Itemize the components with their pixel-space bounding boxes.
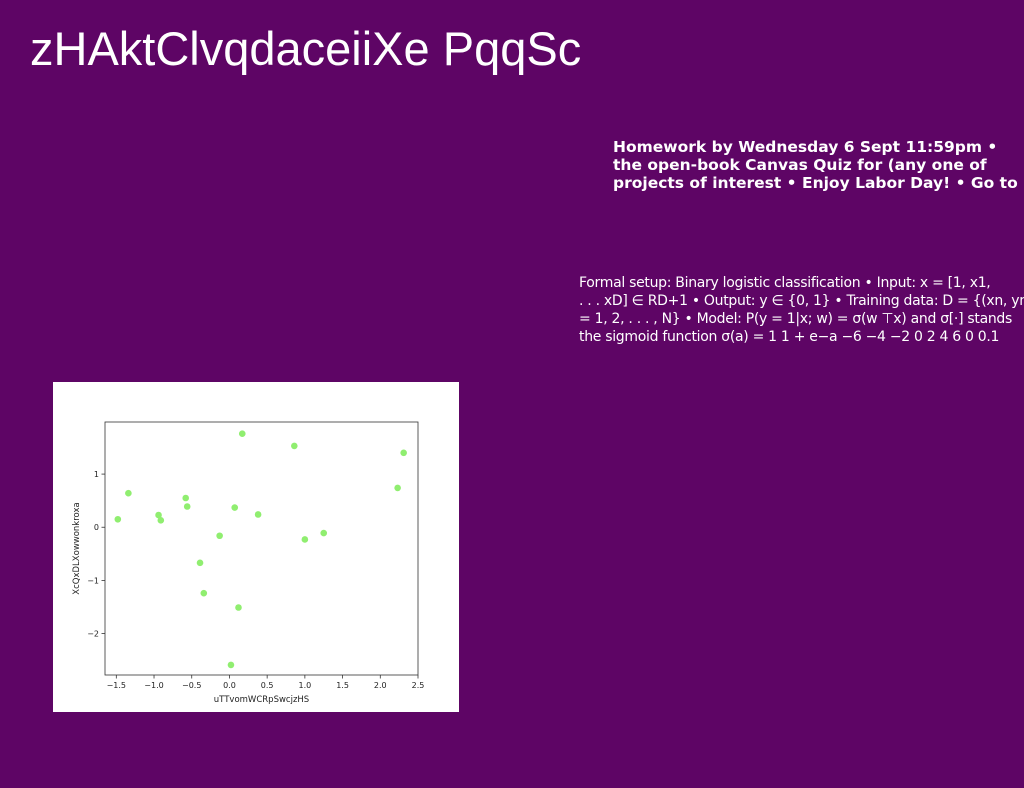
x-tick-label: 1.5 (336, 681, 349, 690)
x-axis-label: uTTvomWCRpSwcjzHS (214, 695, 309, 705)
scatter-point (320, 529, 328, 537)
scatter-point (254, 511, 262, 518)
y-tick-label: −1 (87, 576, 99, 585)
body-line: . . . xD] ∈ RD+1 • Output: y ∈ {0, 1} • … (579, 293, 1024, 309)
scatter-point (155, 511, 162, 519)
x-tick-label: −1.5 (107, 681, 126, 690)
scatter-point (200, 589, 208, 597)
scatter-points (114, 430, 407, 669)
announcement-line: Homework by Wednesday 6 Sept 11:59pm • (613, 138, 998, 156)
y-axis-label: XcQxDLXowwonkroxa (72, 502, 82, 594)
scatter-point (227, 661, 235, 669)
scatter-point (400, 449, 407, 457)
x-tick-label: 0.5 (261, 681, 274, 690)
scatter-point (231, 504, 239, 511)
y-tick-label: 1 (94, 470, 99, 479)
x-axis-ticks: −1.5 −1.0 −0.5 0.0 0.5 1.0 1.5 2.0 2.5 (107, 675, 425, 690)
scatter-point (291, 442, 298, 450)
slide-title: zHAktClvqdaceiiXe PqqSc (30, 22, 582, 75)
scatter-point (125, 489, 132, 497)
scatter-point (196, 559, 204, 567)
x-tick-label: 0.0 (223, 681, 236, 690)
x-tick-label: −0.5 (182, 681, 201, 690)
scatter-point (301, 536, 309, 543)
x-tick-label: 1.0 (299, 681, 312, 690)
formal-setup-text: Formal setup: Binary logistic classifica… (579, 274, 1024, 346)
y-tick-label: 0 (94, 523, 99, 532)
y-axis-ticks: 1 0 −1 −2 (87, 470, 105, 639)
scatter-point (394, 484, 401, 492)
x-tick-label: 2.5 (412, 681, 425, 690)
body-line: Formal setup: Binary logistic classifica… (579, 275, 991, 291)
scatter-point (183, 503, 191, 510)
scatter-point (157, 517, 165, 524)
scatter-point (216, 532, 223, 540)
scatter-point (235, 604, 242, 611)
announcement-line: projects of interest • Enjoy Labor Day! … (613, 174, 1018, 192)
plot-area-frame (104, 421, 419, 676)
body-line: = 1, 2, . . . , N} • Model: P(y = 1|x; w… (579, 311, 1013, 327)
scatter-point (182, 494, 190, 502)
scatter-plot-figure: −1.5 −1.0 −0.5 0.0 0.5 1.0 1.5 2.0 2.5 1 0 −1 −2 uT… (53, 382, 459, 712)
announcement-text: Homework by Wednesday 6 Sept 11:59pm • t… (613, 138, 1024, 192)
scatter-point (114, 515, 122, 523)
body-line: the sigmoid function σ(a) = 1 1 + e−a −6… (579, 329, 1000, 345)
x-tick-label: −1.0 (144, 681, 163, 690)
announcement-line: the open-book Canvas Quiz for (any one o… (613, 156, 987, 174)
scatter-plot: −1.5 −1.0 −0.5 0.0 0.5 1.0 1.5 2.0 2.5 1 0 −1 −2 uT… (72, 421, 425, 705)
y-tick-label: −2 (87, 630, 99, 639)
x-tick-label: 2.0 (374, 681, 387, 690)
scatter-point (238, 430, 246, 437)
